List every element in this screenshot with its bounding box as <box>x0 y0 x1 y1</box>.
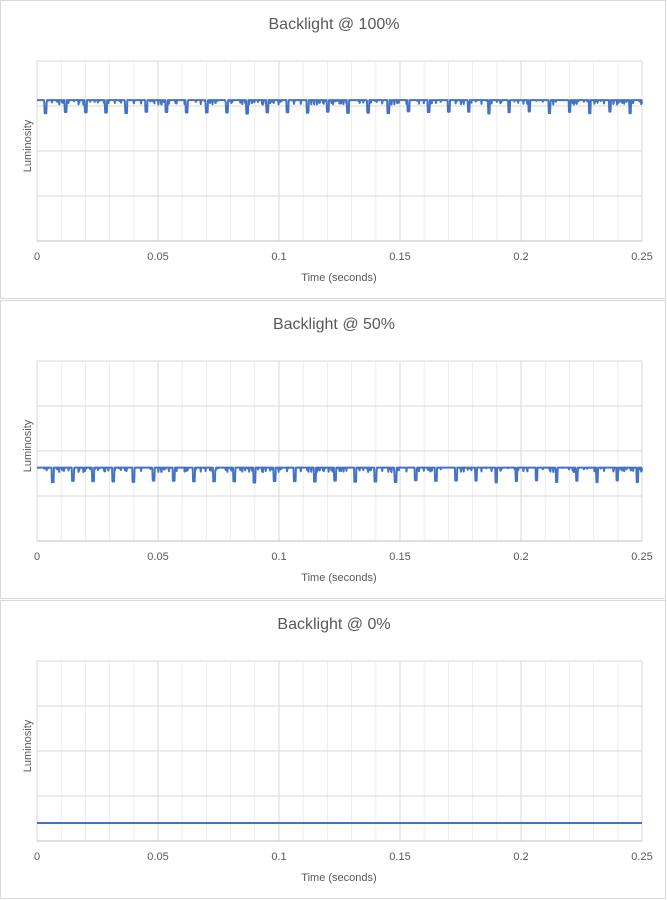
chart-title: Backlight @ 50% <box>273 316 395 333</box>
chart-title: Backlight @ 100% <box>269 16 400 33</box>
x-tick-label: 0.05 <box>147 551 168 563</box>
chart-svg-50: Backlight @ 50% 0 0.05 0.1 0.15 0.2 0.25 Time (… <box>22 316 653 584</box>
x-axis-label: Time (seconds) <box>301 872 376 884</box>
x-tick-label: 0.1 <box>271 251 286 263</box>
x-axis-label: Time (seconds) <box>301 572 376 584</box>
x-tick-label: 0.25 <box>631 251 652 263</box>
x-tick-label: 0.2 <box>513 551 528 563</box>
x-tick-label: 0.2 <box>513 851 528 863</box>
series-line <box>36 99 643 115</box>
x-tick-label: 0.1 <box>271 851 286 863</box>
x-tick-label: 0.25 <box>631 551 652 563</box>
x-tick-label: 0.15 <box>389 551 410 563</box>
y-axis-label: Luminosity <box>22 719 34 772</box>
y-axis-label: Luminosity <box>22 119 34 172</box>
x-tick-label: 0.05 <box>147 851 168 863</box>
x-tick-label: 0.05 <box>147 251 168 263</box>
chart-panel-0: Backlight @ 0% 0 0.05 0.1 0.15 0.2 0.25 Time (s… <box>0 600 666 899</box>
x-axis-label: Time (seconds) <box>301 272 376 284</box>
chart-panel-50: Backlight @ 50% 0 0.05 0.1 0.15 0.2 0.25 Time (… <box>0 300 666 599</box>
x-tick-label: 0 <box>34 251 40 263</box>
chart-panel-100: Backlight @ 100% 0 0.05 0.1 0.15 0.2 0.25 Time … <box>0 0 666 299</box>
series-line <box>36 466 643 484</box>
chart-svg-0: Backlight @ 0% 0 0.05 0.1 0.15 0.2 0.25 Time (s… <box>22 616 653 884</box>
x-tick-label: 0.15 <box>389 851 410 863</box>
y-axis-label: Luminosity <box>22 419 34 472</box>
x-tick-label: 0.15 <box>389 251 410 263</box>
x-tick-label: 0 <box>34 551 40 563</box>
chart-title: Backlight @ 0% <box>277 616 390 633</box>
x-tick-label: 0.1 <box>271 551 286 563</box>
chart-svg-100: Backlight @ 100% 0 0.05 0.1 0.15 0.2 0.25 Time … <box>22 16 653 284</box>
x-tick-label: 0 <box>34 851 40 863</box>
x-tick-label: 0.2 <box>513 251 528 263</box>
x-tick-label: 0.25 <box>631 851 652 863</box>
